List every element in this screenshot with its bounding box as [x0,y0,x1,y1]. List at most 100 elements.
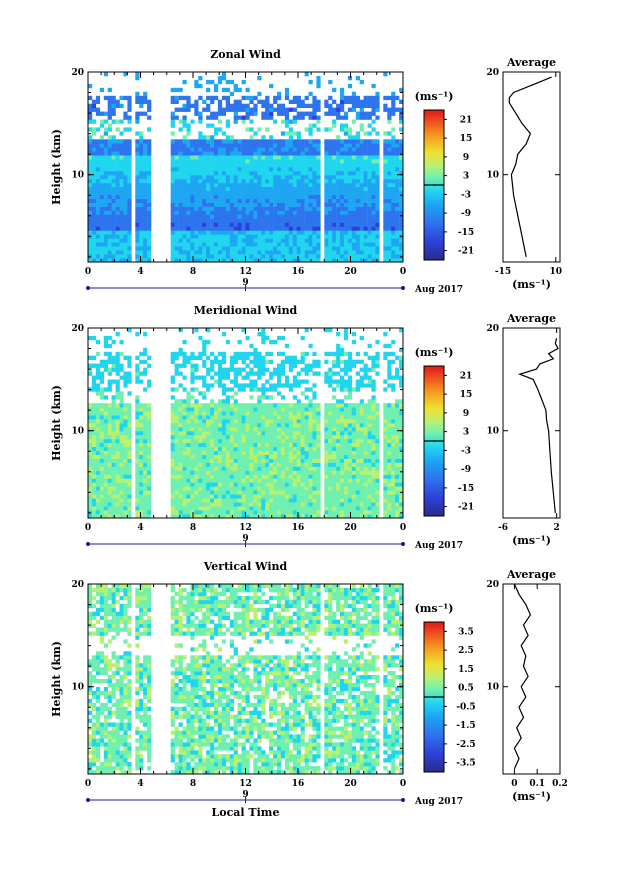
heatmap-cell [115,359,120,364]
heatmap-cell [237,423,242,428]
heatmap-cell [225,454,230,459]
heatmap-cell [143,407,148,412]
heatmap-cell [328,234,333,239]
heatmap-cell [280,438,286,444]
heatmap-cell [198,230,203,235]
heatmap-cell [253,159,258,164]
heatmap-cell [241,79,246,85]
heatmap-cell [115,155,120,160]
heatmap-cell [245,335,250,341]
heatmap-cell [127,202,132,207]
heatmap-cell [95,202,101,207]
heatmap-cell [257,351,262,357]
heatmap-cell [174,178,179,184]
heatmap-cell [316,363,321,368]
heatmap-cell [387,147,392,152]
heatmap-cell [288,174,293,180]
heatmap-cell [241,474,246,479]
heatmap-cell [324,419,329,424]
heatmap-cell [241,230,246,235]
heatmap-cell [288,99,293,104]
heatmap-cell [135,186,140,192]
heatmap-cell [332,403,337,408]
heatmap-cell [217,427,223,432]
heatmap-cell [284,454,290,459]
heatmap-cell [111,430,116,436]
heatmap-cell [91,155,97,160]
heatmap-cell [324,466,329,471]
heatmap-cell [95,190,101,196]
heatmap-cell [308,510,313,515]
heatmap-cell [217,206,223,211]
heatmap-cell [399,151,404,156]
heatmap-cell [273,198,278,203]
heatmap-cell [123,498,128,503]
heatmap-cell [119,438,124,444]
heatmap-cell [292,486,297,491]
heatmap-cell [127,234,132,239]
heatmap-cell [206,478,211,483]
heatmap-cell [99,466,104,471]
heatmap-cell [245,242,250,247]
heatmap-cell [115,222,120,227]
heatmap-cell [198,210,203,215]
heatmap-cell [328,328,333,333]
heatmap-cell [269,155,274,160]
heatmap-cell [217,351,223,357]
heatmap-cell [88,83,93,89]
heatmap-cell [115,446,120,452]
heatmap-cell [119,502,124,507]
heatmap-cell [269,218,274,223]
heatmap-cell [257,411,262,416]
heatmap-cell [115,147,120,152]
heatmap-cell [143,419,148,424]
heatmap-cell [288,210,293,215]
heatmap-cell [375,254,380,259]
heatmap-cell [328,442,333,448]
heatmap-cell [206,474,211,479]
heatmap-cell [170,198,175,203]
heatmap-cell [233,474,238,479]
heatmap-cell [111,230,116,235]
heatmap-cell [143,454,148,459]
heatmap-cell [269,427,274,432]
heatmap-cell [139,190,144,196]
heatmap-cell [182,178,187,184]
heatmap-cell [273,174,278,180]
heatmap-cell [147,514,152,519]
heatmap-cell [198,335,203,341]
heatmap-cell [312,186,317,192]
heatmap-cell [91,510,97,515]
heatmap-cell [111,171,116,176]
heatmap-cell [198,466,203,471]
heatmap-cell [304,387,309,392]
heatmap-cell [186,103,191,108]
heatmap-cell [383,222,388,227]
heatmap-cell [387,246,392,251]
heatmap-cell [217,99,223,104]
heatmap-cell [214,430,219,436]
heatmap-cell [170,119,175,124]
heatmap-cell [241,367,246,372]
heatmap-cell [399,143,404,148]
heatmap-cell [91,434,97,440]
heatmap-cell [233,115,238,120]
heatmap-cell [292,450,297,455]
heatmap-cell [284,159,290,164]
heatmap-cell [312,434,317,440]
heatmap-cell [340,194,345,199]
heatmap-cell [127,474,132,479]
heatmap-cell [198,482,203,487]
heatmap-cell [312,159,317,164]
heatmap-cell [221,506,227,511]
heatmap-cell [198,494,203,499]
heatmap-cell [261,214,266,219]
heatmap-cell [292,131,297,136]
heatmap-cell [395,178,400,184]
heatmap-cell [332,486,337,491]
heatmap-cell [186,411,191,416]
heatmap-cell [284,419,290,424]
heatmap-cell [147,139,152,144]
heatmap-cell [343,332,349,337]
heatmap-cell [127,450,132,455]
